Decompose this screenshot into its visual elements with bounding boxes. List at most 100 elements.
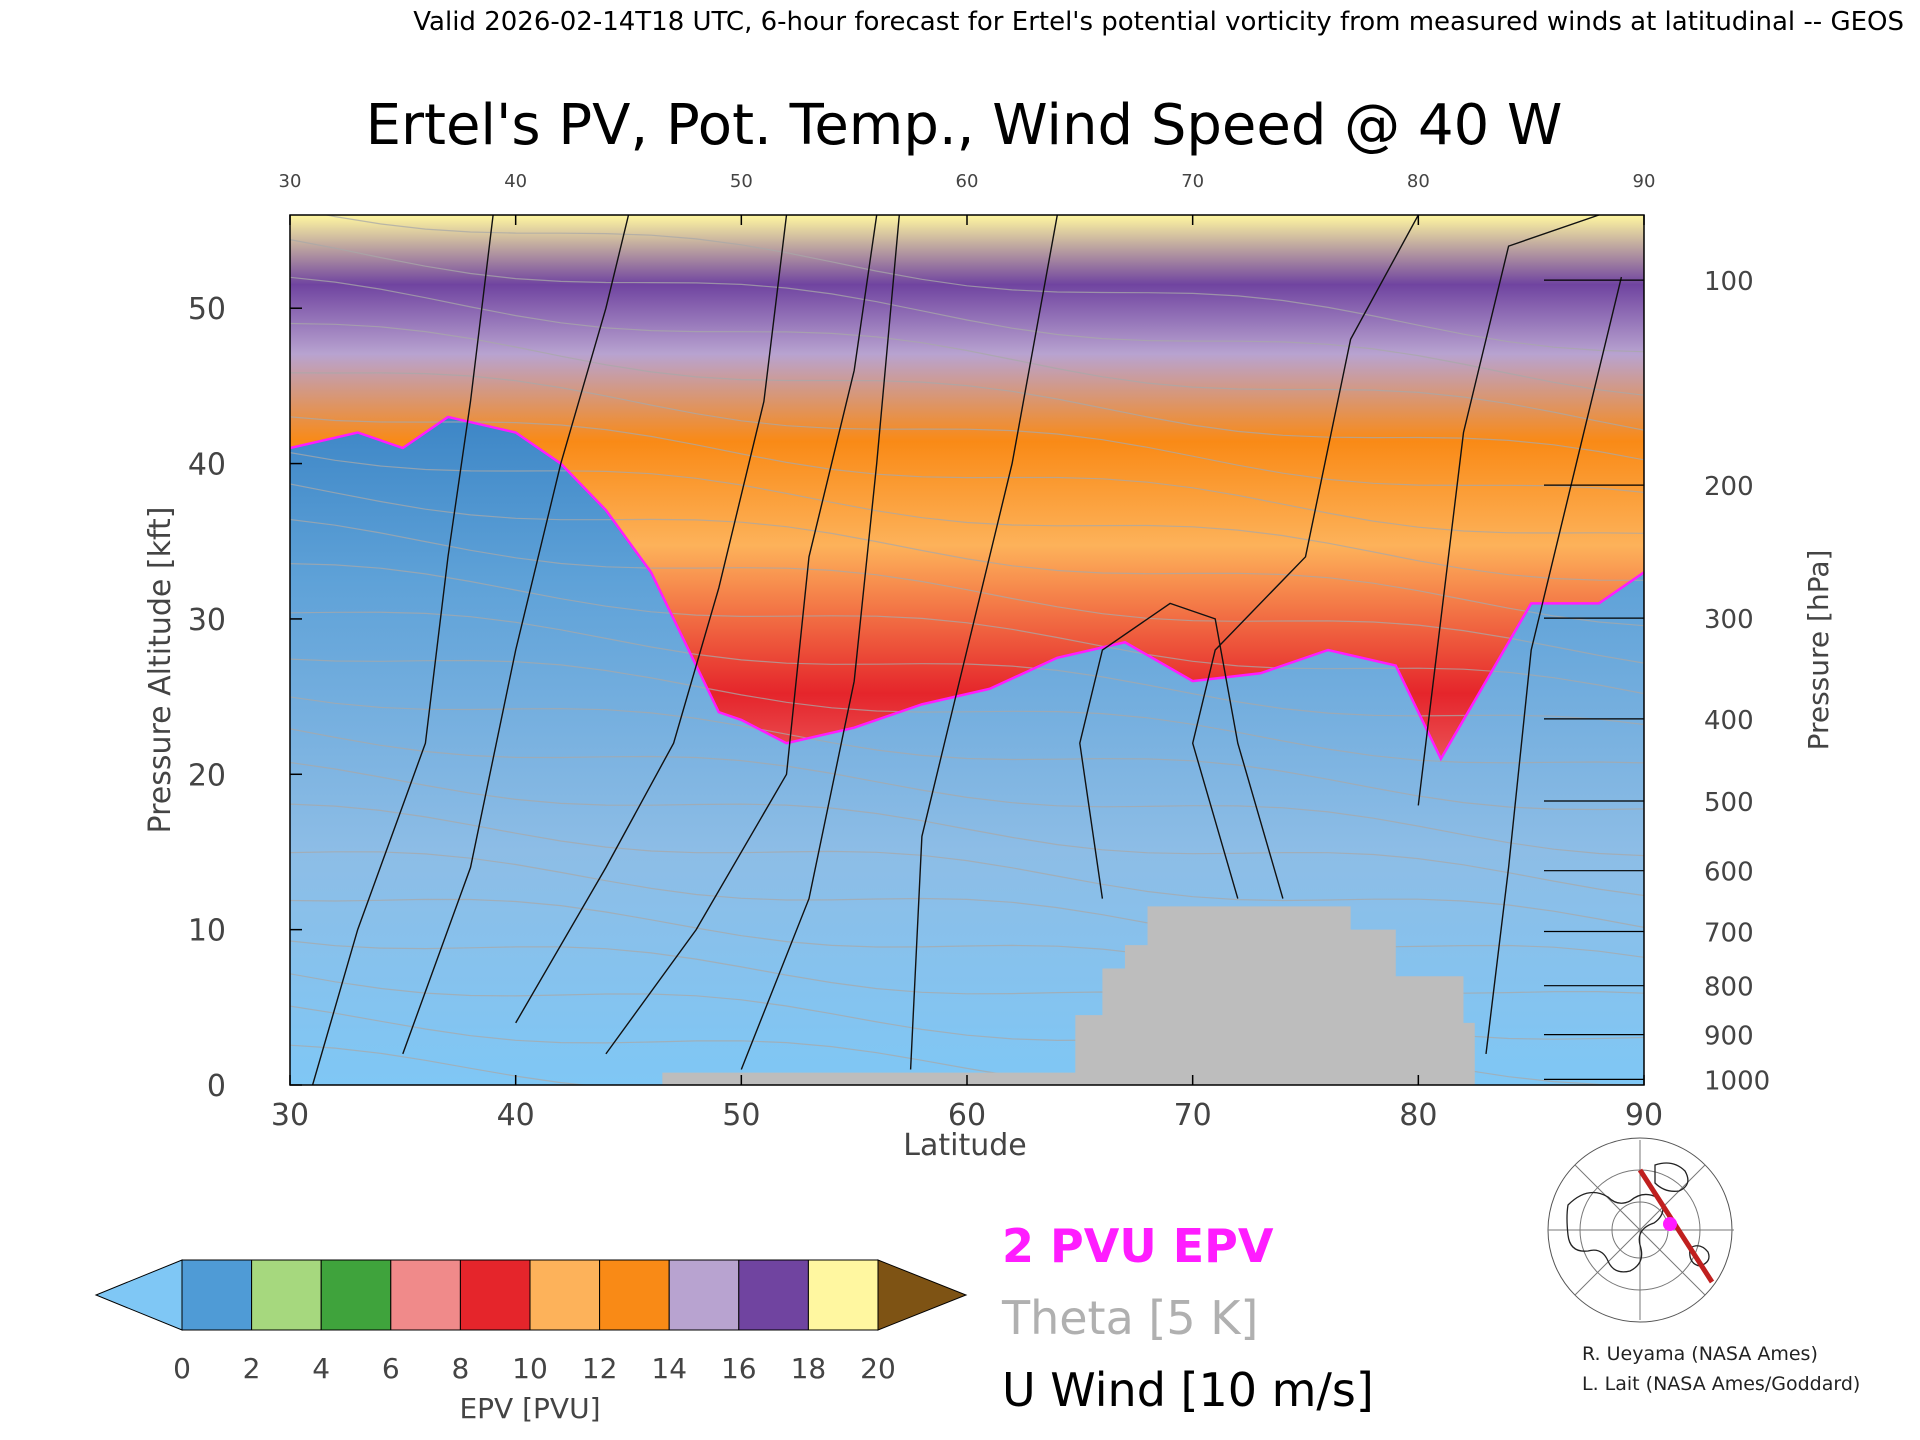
u-wind-contour [311, 215, 494, 1085]
x-tick-label: 40 [497, 1098, 535, 1133]
x-tick-label: 80 [1399, 1098, 1437, 1133]
theta-contour [290, 563, 1644, 695]
colorbar-segment [181, 1259, 253, 1331]
colorbar-tick-label: 10 [512, 1352, 548, 1385]
colorbar-tick-label: 20 [860, 1352, 896, 1385]
colorbar-segment [390, 1259, 461, 1331]
colorbar-tick-label: 18 [791, 1352, 827, 1385]
theta-contour [290, 416, 1644, 534]
locator-map [1542, 1137, 1740, 1323]
theta-contour [290, 239, 1644, 396]
top-tick-label: 60 [956, 171, 979, 192]
theta-contour [323, 215, 1644, 353]
legend-theta: Theta [5 K] [1001, 1291, 1258, 1345]
x-tick-label: 90 [1625, 1098, 1663, 1133]
map-coastline [1566, 1162, 1710, 1273]
theta-contour [290, 658, 1644, 764]
u-wind-contour [1485, 276, 1623, 1054]
colorbar-segment [529, 1259, 601, 1331]
plot-field [290, 215, 1644, 1085]
y-tick-label: 10 [188, 914, 226, 949]
theta-contour [290, 518, 1644, 664]
colorbar-label: EPV [PVU] [459, 1392, 600, 1425]
location-marker [1663, 1217, 1677, 1231]
colorbar-segment [251, 1259, 322, 1331]
colorbar-tick-label: 6 [382, 1352, 400, 1385]
x-tick-label: 30 [271, 1098, 309, 1133]
theta-contour [290, 696, 1644, 811]
y2-axis-label: Pressure [hPa] [1802, 550, 1835, 751]
colorbar-tick-label: 12 [582, 1352, 618, 1385]
y-tick-label: 0 [207, 1069, 226, 1104]
legend-epv: 2 PVU EPV [1002, 1219, 1274, 1273]
theta-contour [290, 851, 1644, 958]
theta-contour [290, 483, 1644, 627]
x-axis-label: Latitude [903, 1128, 1026, 1163]
terrain-mask [662, 906, 1475, 1085]
pressure-tick-label: 100 [1704, 267, 1754, 297]
top-tick-label: 70 [1181, 171, 1204, 192]
theta-contour [290, 1005, 1337, 1085]
legend-uwind: U Wind [10 m/s] [1002, 1363, 1374, 1417]
theta-contour [290, 611, 1644, 726]
colorbar-segment [807, 1259, 879, 1331]
colorbar-segment [738, 1259, 809, 1331]
u-wind-contour [1079, 602, 1284, 899]
y-axis-label: Pressure Altitude [kft] [143, 507, 178, 834]
pressure-tick-label: 800 [1704, 973, 1754, 1003]
colorbar-tick-label: 14 [651, 1352, 687, 1385]
u-wind-contour [1191, 215, 1419, 899]
credit-line-2: L. Lait (NASA Ames/Goddard) [1582, 1373, 1860, 1395]
axes: 30 40 50 60 70 80 90 30 40 50 60 70 80 90 0 10 20 30 40 50 1… [188, 171, 1770, 1133]
pressure-tick-label: 400 [1704, 706, 1754, 736]
y-tick-label: 20 [188, 758, 226, 793]
pressure-tick-label: 500 [1704, 788, 1754, 818]
u-wind-contour [515, 215, 788, 1024]
colorbar-tick-label: 8 [451, 1352, 469, 1385]
colorbar-segment [459, 1259, 531, 1331]
theta-contour [290, 803, 1644, 928]
colorbar-segment [668, 1259, 740, 1331]
colorbar-over-arrow [877, 1259, 968, 1331]
x-tick-label: 70 [1174, 1098, 1212, 1133]
colorbar-tick-label: 16 [721, 1352, 757, 1385]
theta-contour [290, 276, 1644, 431]
top-tick-label: 40 [504, 171, 527, 192]
colorbar-tick-label: 0 [173, 1352, 191, 1385]
pressure-tick-label: 200 [1704, 472, 1754, 502]
y-tick-label: 40 [188, 448, 226, 483]
colorbar: 0 2 4 6 8 10 12 14 16 18 20 [94, 1259, 968, 1385]
pressure-tick-label: 600 [1704, 858, 1754, 888]
u-wind-contour [909, 215, 1058, 1070]
colorbar-tick-label: 4 [312, 1352, 330, 1385]
u-wind-contour [605, 215, 878, 1055]
top-tick-label: 80 [1407, 171, 1430, 192]
pressure-tick-label: 1000 [1704, 1066, 1770, 1096]
top-tick-label: 30 [279, 171, 302, 192]
credit-line-1: R. Ueyama (NASA Ames) [1582, 1343, 1818, 1365]
colorbar-segment [320, 1259, 392, 1331]
theta-contour [290, 452, 1644, 581]
top-tick-label: 50 [730, 171, 753, 192]
u-wind-contour [1417, 215, 1600, 806]
x-tick-label: 50 [722, 1098, 760, 1133]
pressure-tick-label: 300 [1704, 605, 1754, 635]
colorbar-under-arrow [94, 1259, 183, 1331]
top-tick-label: 90 [1633, 171, 1656, 192]
pressure-tick-label: 700 [1704, 919, 1754, 949]
u-wind-contour [402, 215, 630, 1055]
y-tick-label: 50 [188, 292, 226, 327]
x-tick-label: 60 [948, 1098, 986, 1133]
y-tick-label: 30 [188, 603, 226, 638]
header-text: Valid 2026-02-14T18 UTC, 6-hour forecast… [413, 7, 1904, 37]
u-wind-contour [740, 215, 900, 1070]
plot-area [290, 215, 1644, 1085]
theta-contour [290, 761, 1644, 897]
colorbar-tick-label: 2 [243, 1352, 261, 1385]
colorbar-segment [599, 1259, 670, 1331]
theta-contour [290, 322, 1644, 461]
theta-contour [290, 728, 1644, 857]
theta-contour [290, 372, 1644, 493]
chart-title: Ertel's PV, Pot. Temp., Wind Speed @ 40 … [366, 93, 1563, 158]
